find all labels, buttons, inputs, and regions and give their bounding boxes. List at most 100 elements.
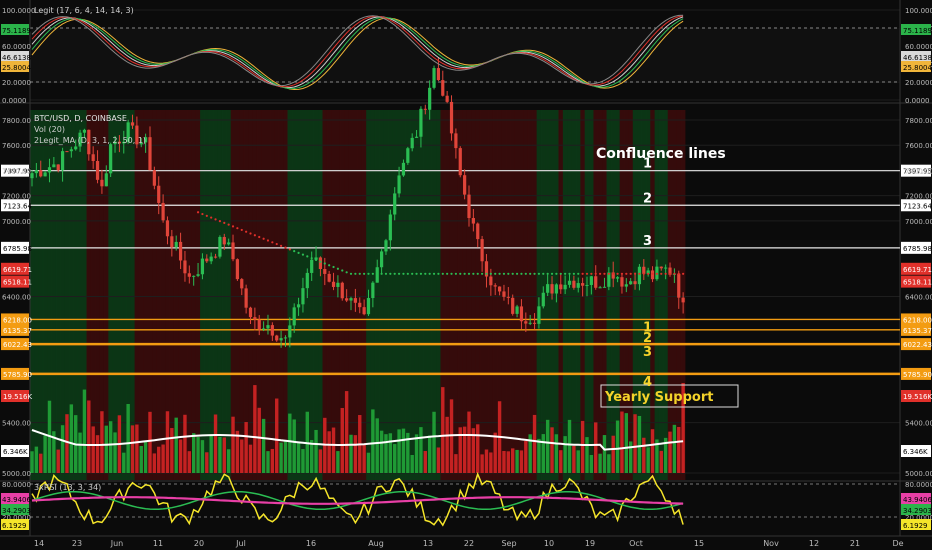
volume-bar (511, 448, 515, 473)
oscillator-tick-label: 0.0000 (905, 97, 930, 105)
sentiment-band (418, 110, 424, 480)
support-badge (901, 323, 931, 336)
confluence-badge-left (1, 199, 29, 212)
rsi-badge-left (1, 519, 29, 530)
price-badge-left (1, 445, 29, 457)
volume-bar (100, 411, 104, 473)
ma-dot (594, 272, 597, 275)
volume-bar (139, 445, 143, 473)
ma-dot (223, 221, 226, 224)
volume-bar (296, 442, 301, 473)
price-badge-text: 19.516K (903, 393, 932, 401)
ma-dot (393, 272, 396, 275)
volume-bar (126, 403, 130, 473)
candle-body (419, 108, 423, 137)
candle-body (192, 275, 196, 277)
volume-bar (545, 419, 550, 473)
sentiment-band (409, 110, 415, 480)
candle-body (183, 260, 187, 274)
volume-bar (52, 431, 56, 473)
volume-bar (672, 424, 677, 473)
support-badge (901, 367, 931, 380)
sentiment-band (230, 110, 236, 480)
rsi-badge-text-left: 6.1929 (2, 522, 27, 530)
volume-bar (148, 411, 152, 473)
oscillator-line (31, 14, 684, 87)
ma-dot (201, 212, 204, 216)
oscillator-badge-text: 46.6138 (903, 54, 932, 62)
candle-body (130, 122, 135, 126)
sentiment-band (361, 110, 367, 480)
sentiment-band (42, 110, 48, 480)
oscillator-badge-left (1, 61, 29, 72)
ma-dot (384, 272, 388, 275)
candle-body (432, 68, 436, 88)
ma-dot (288, 248, 291, 251)
ma-dot (358, 272, 361, 275)
ma-dot (376, 272, 379, 275)
ma-dot (616, 272, 619, 275)
candle-body (602, 286, 607, 288)
ma-dot (454, 272, 457, 275)
price-badge-left (1, 262, 29, 275)
ma-dot (515, 272, 519, 275)
price-tick-label-left: 7200.00 (2, 193, 31, 201)
candle-body (288, 325, 292, 338)
sentiment-band (527, 110, 533, 480)
volume-bar (541, 434, 545, 473)
oscillator-badge-text: 25.8004 (903, 64, 932, 72)
sentiment-band (38, 110, 44, 480)
support-price-label: 5785.90 (903, 371, 932, 379)
sentiment-band (436, 110, 441, 480)
volume-bar (615, 420, 620, 473)
confluence-number: 2 (643, 191, 652, 206)
candle-body (109, 144, 113, 174)
volume-bar (388, 433, 393, 473)
volume-bar (379, 430, 384, 473)
ma-dot (301, 253, 305, 256)
sentiment-band (51, 110, 57, 480)
price-badge (901, 445, 931, 457)
sentiment-band (226, 110, 231, 480)
volume-bar (231, 416, 235, 473)
volume-bar (235, 430, 240, 473)
ma-dot (437, 272, 440, 275)
ma-dot (367, 272, 370, 275)
sentiment-band (357, 110, 363, 480)
volume-bar (441, 387, 445, 473)
sentiment-band (519, 110, 524, 480)
candle-body (515, 306, 519, 314)
candle-body (39, 170, 43, 177)
volume-bar (309, 439, 314, 473)
rsi-tick-label: 20.0000 (905, 514, 932, 522)
candle-body (563, 284, 567, 290)
candle-body (170, 236, 174, 248)
candle-body (314, 257, 318, 260)
volume-bar (39, 453, 43, 473)
candle-body (423, 108, 427, 110)
candle-body (445, 95, 449, 102)
ma-dot (673, 272, 676, 275)
price-badge-text: 6.346K (903, 448, 928, 456)
confluence-price-label: 7123.64 (903, 202, 932, 210)
candle-body (69, 149, 73, 152)
volume-bar (261, 418, 266, 473)
candle-body (664, 267, 668, 269)
sentiment-band (427, 110, 432, 480)
ma-dot (664, 272, 667, 275)
rsi-badge-text-left: 34.2903 (2, 507, 31, 515)
support-number: 2 (643, 331, 652, 346)
volume-bar (668, 431, 672, 473)
volume-bar (493, 432, 497, 473)
sentiment-band (348, 110, 354, 480)
candle-body (78, 132, 82, 147)
sentiment-band (431, 110, 437, 480)
sentiment-band (589, 110, 594, 480)
ma-dot (218, 220, 222, 223)
candle-body (502, 291, 506, 297)
ma-dot (419, 272, 423, 275)
candle-body (235, 259, 239, 280)
volume-bar (213, 414, 218, 473)
volume-bar (393, 444, 397, 473)
